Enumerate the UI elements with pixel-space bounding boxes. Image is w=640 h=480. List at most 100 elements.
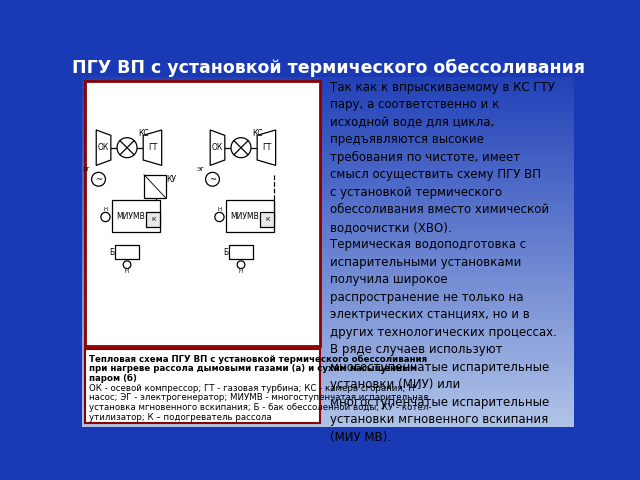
Bar — [82, 204, 575, 205]
Bar — [82, 122, 575, 124]
Bar — [82, 311, 575, 312]
Bar — [82, 281, 575, 283]
Bar — [82, 264, 575, 266]
Bar — [82, 111, 575, 113]
Bar — [82, 106, 575, 108]
Bar — [82, 60, 575, 61]
Bar — [82, 228, 575, 229]
Bar — [82, 277, 575, 279]
Bar — [82, 325, 575, 327]
Bar — [82, 268, 575, 270]
Text: ГТ: ГТ — [148, 143, 157, 152]
Text: паром (б): паром (б) — [88, 374, 136, 383]
Bar — [82, 189, 575, 191]
Bar — [82, 117, 575, 119]
Bar — [82, 244, 575, 246]
Bar — [82, 161, 575, 163]
Bar — [82, 333, 575, 335]
Bar — [82, 224, 575, 226]
Bar — [82, 120, 575, 122]
FancyBboxPatch shape — [227, 200, 274, 232]
Text: К: К — [151, 217, 156, 222]
Bar — [82, 157, 575, 159]
Bar — [82, 416, 575, 418]
Bar — [82, 207, 575, 209]
Bar — [82, 294, 575, 296]
Bar — [82, 340, 575, 342]
Text: ~: ~ — [209, 175, 216, 184]
Bar — [82, 298, 575, 300]
Bar — [82, 67, 575, 69]
Polygon shape — [96, 130, 111, 166]
Bar — [82, 296, 575, 298]
Bar — [82, 185, 575, 187]
Bar — [82, 130, 575, 132]
Bar — [82, 248, 575, 250]
Circle shape — [237, 261, 245, 269]
Bar — [82, 414, 575, 416]
Bar — [82, 335, 575, 336]
Bar — [82, 279, 575, 281]
Bar — [82, 148, 575, 150]
Bar — [82, 272, 575, 274]
Bar — [82, 388, 575, 390]
FancyBboxPatch shape — [260, 212, 274, 227]
Bar — [82, 322, 575, 324]
Bar — [82, 235, 575, 237]
Text: утилизатор; К – подогреватель рассола: утилизатор; К – подогреватель рассола — [88, 413, 271, 421]
FancyBboxPatch shape — [86, 349, 320, 423]
Bar — [82, 257, 575, 259]
Bar — [82, 327, 575, 329]
Text: Б: Б — [223, 248, 228, 257]
Bar — [82, 72, 575, 74]
Text: Н: Н — [239, 269, 243, 275]
Bar — [82, 259, 575, 261]
Bar — [82, 362, 575, 364]
Bar — [82, 318, 575, 320]
Bar — [82, 407, 575, 408]
Bar — [82, 146, 575, 148]
Bar — [82, 357, 575, 359]
Bar — [82, 231, 575, 233]
Bar — [82, 196, 575, 198]
Bar — [82, 336, 575, 338]
Bar — [82, 200, 575, 202]
Bar — [82, 181, 575, 183]
Bar — [82, 180, 575, 181]
Bar — [82, 194, 575, 196]
Bar — [82, 370, 575, 372]
Bar — [82, 383, 575, 384]
Text: слив
рассола: слив рассола — [96, 232, 120, 243]
Text: ПГУ ВП с установкой термического обессоливания: ПГУ ВП с установкой термического обессол… — [72, 59, 584, 77]
Bar — [82, 89, 575, 91]
Circle shape — [123, 261, 131, 269]
Bar — [82, 287, 575, 288]
Bar — [82, 82, 575, 84]
Bar — [82, 266, 575, 268]
Bar — [82, 242, 575, 244]
Bar — [82, 255, 575, 257]
Bar — [82, 119, 575, 120]
Bar — [82, 320, 575, 322]
Bar — [82, 390, 575, 392]
Bar — [82, 198, 575, 200]
FancyBboxPatch shape — [115, 245, 139, 259]
Bar — [82, 253, 575, 255]
Bar — [82, 348, 575, 349]
Bar — [82, 366, 575, 368]
Text: Тепловая схема ПГУ ВП с установкой термического обессоливания: Тепловая схема ПГУ ВП с установкой терми… — [88, 355, 427, 364]
Bar — [82, 202, 575, 204]
Bar — [82, 113, 575, 115]
Circle shape — [101, 212, 110, 222]
Bar — [82, 355, 575, 357]
Text: воздух: воздух — [212, 167, 236, 172]
Bar — [82, 100, 575, 102]
Bar — [82, 301, 575, 303]
Text: установка мгновенного вскипания; Б - бак обессоленной воды; КУ - котел-: установка мгновенного вскипания; Б - бак… — [88, 403, 431, 412]
Bar — [82, 76, 575, 78]
Bar — [82, 394, 575, 396]
Bar — [82, 412, 575, 414]
Bar — [82, 133, 575, 135]
Bar — [82, 359, 575, 360]
Text: слив
рассола: слив рассола — [210, 232, 234, 243]
